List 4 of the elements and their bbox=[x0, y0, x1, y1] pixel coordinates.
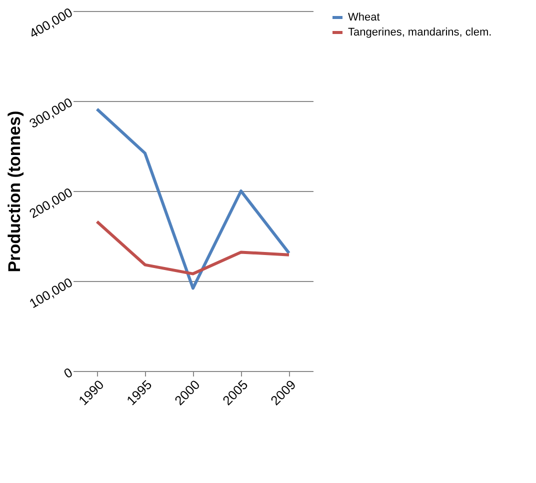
legend-label: Wheat bbox=[348, 12, 380, 24]
legend-label: Tangerines, mandarins, clem. bbox=[348, 26, 492, 38]
y-tick-label: 0 bbox=[61, 364, 75, 382]
y-axis-title: Production (tonnes) bbox=[4, 110, 24, 272]
